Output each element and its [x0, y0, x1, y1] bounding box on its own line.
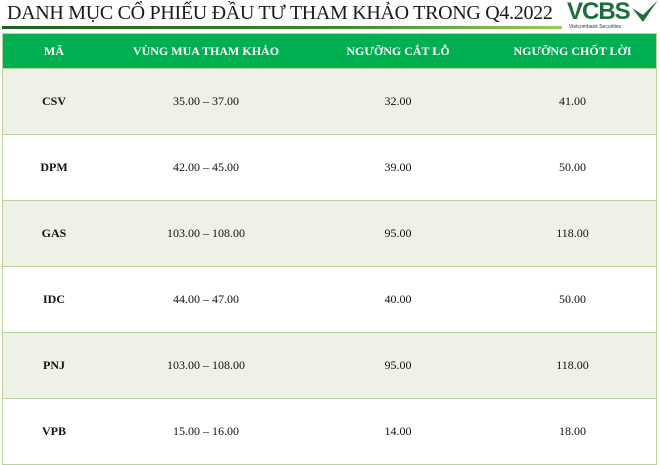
- stop-loss-cell: 40.00: [307, 266, 489, 333]
- table-row: VPB 15.00 – 16.00 14.00 18.00: [2, 398, 657, 465]
- buy-zone-cell: 35.00 – 37.00: [105, 68, 307, 135]
- take-profit-cell: 118.00: [489, 332, 657, 399]
- stock-code-cell: VPB: [2, 398, 105, 465]
- table-row: CSV 35.00 – 37.00 32.00 41.00: [2, 68, 657, 135]
- take-profit-cell: 18.00: [489, 398, 657, 465]
- take-profit-cell: 50.00: [489, 134, 657, 201]
- table-header-row: MÃ VÙNG MUA THAM KHẢO NGƯỠNG CẮT LỖ NGƯỠ…: [2, 33, 657, 69]
- stock-code-cell: PNJ: [2, 332, 105, 399]
- stop-loss-cell: 95.00: [307, 200, 489, 267]
- page-title: DANH MỤC CỔ PHIẾU ĐẦU TƯ THAM KHẢO TRONG…: [7, 2, 553, 24]
- table-row: PNJ 103.00 – 108.00 95.00 118.00: [2, 332, 657, 399]
- table-row: GAS 103.00 – 108.00 95.00 118.00: [2, 200, 657, 267]
- buy-zone-cell: 15.00 – 16.00: [105, 398, 307, 465]
- title-divider: [2, 26, 562, 29]
- logo-subtitle: Vietcombank Securities: [569, 24, 622, 30]
- stop-loss-cell: 32.00: [307, 68, 489, 135]
- table-row: DPM 42.00 – 45.00 39.00 50.00: [2, 134, 657, 201]
- stock-code-cell: DPM: [2, 134, 105, 201]
- stop-loss-cell: 14.00: [307, 398, 489, 465]
- take-profit-cell: 41.00: [489, 68, 657, 135]
- stop-loss-cell: 39.00: [307, 134, 489, 201]
- column-header-stop-loss: NGƯỠNG CẮT LỖ: [307, 33, 489, 69]
- take-profit-cell: 118.00: [489, 200, 657, 267]
- take-profit-cell: 50.00: [489, 266, 657, 333]
- buy-zone-cell: 103.00 – 108.00: [105, 332, 307, 399]
- column-header-code: MÃ: [2, 33, 105, 69]
- stock-code-cell: GAS: [2, 200, 105, 267]
- column-header-buy-zone: VÙNG MUA THAM KHẢO: [105, 33, 307, 69]
- buy-zone-cell: 103.00 – 108.00: [105, 200, 307, 267]
- logo-text: VCBS: [567, 0, 631, 25]
- checkmark-logo-icon: [632, 0, 658, 22]
- stock-code-cell: IDC: [2, 266, 105, 333]
- vcbs-logo: VCBS Vietcombank Securities: [565, 0, 660, 32]
- buy-zone-cell: 42.00 – 45.00: [105, 134, 307, 201]
- stock-code-cell: CSV: [2, 68, 105, 135]
- table-row: IDC 44.00 – 47.00 40.00 50.00: [2, 266, 657, 333]
- column-header-take-profit: NGƯỠNG CHỐT LỜI: [489, 33, 657, 69]
- buy-zone-cell: 44.00 – 47.00: [105, 266, 307, 333]
- stop-loss-cell: 95.00: [307, 332, 489, 399]
- stock-table: MÃ VÙNG MUA THAM KHẢO NGƯỠNG CẮT LỖ NGƯỠ…: [2, 33, 657, 465]
